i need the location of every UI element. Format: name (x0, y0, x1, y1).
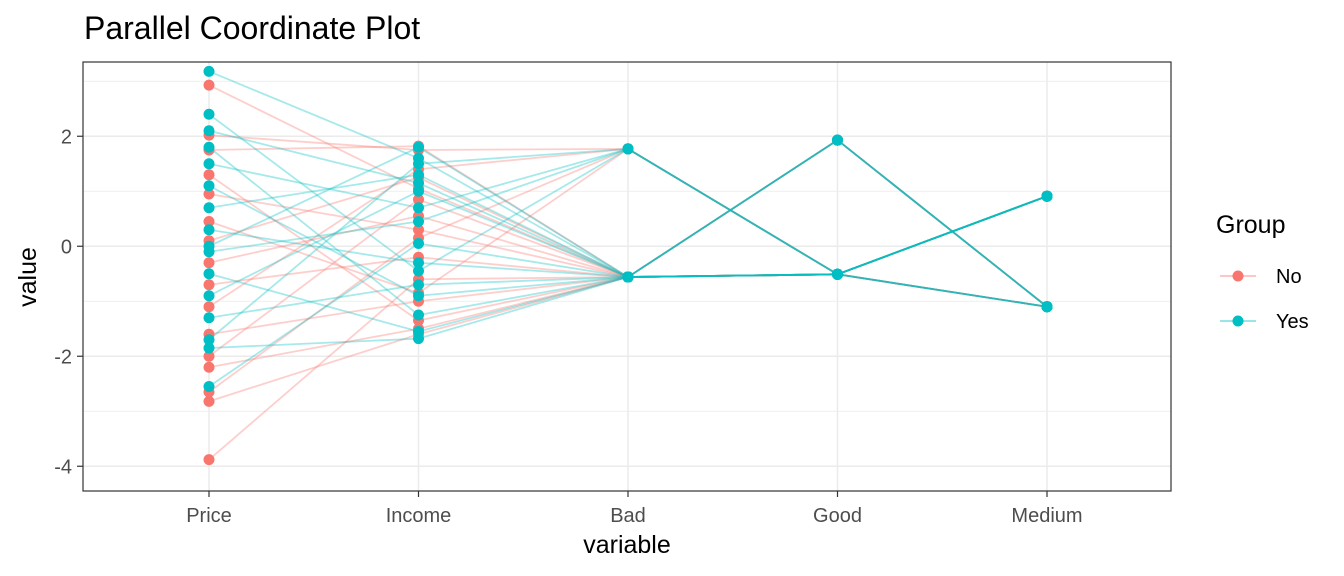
data-point-yes (203, 125, 215, 137)
data-point-yes (1041, 301, 1053, 313)
data-point-yes (413, 169, 424, 181)
data-point-yes (203, 268, 215, 280)
data-point-yes (413, 216, 424, 227)
panel-border (82, 61, 1172, 492)
y-tick-label: -4 (54, 456, 72, 478)
data-point-yes (203, 202, 215, 214)
plot-panel (82, 61, 1172, 492)
legend-key-point (1232, 270, 1244, 282)
data-point-yes (413, 202, 424, 214)
legend-key-point (1232, 315, 1244, 327)
data-point-yes (203, 290, 215, 302)
data-point-yes (413, 141, 424, 153)
data-point-yes (413, 333, 424, 345)
x-tick-label: Price (186, 505, 232, 527)
data-point-no (203, 454, 215, 466)
data-point-yes (203, 342, 215, 354)
x-tick-label: Good (813, 505, 862, 527)
data-point-yes (413, 238, 424, 249)
y-tick-label: -2 (54, 346, 72, 368)
legend: Group No Yes (1216, 211, 1309, 333)
data-point-yes (413, 265, 424, 277)
x-tick-label: Income (386, 505, 452, 527)
data-point-yes (413, 309, 424, 321)
data-point-no (203, 350, 215, 362)
data-point-yes (203, 334, 215, 346)
x-tick-label: Bad (610, 505, 646, 527)
data-point-yes (413, 290, 424, 302)
x-axis-title: variable (583, 531, 671, 559)
data-point-yes (203, 65, 215, 77)
data-point-yes (832, 268, 843, 280)
y-axis-title: value (14, 247, 42, 307)
chart-title: Parallel Coordinate Plot (84, 10, 420, 46)
data-point-yes (413, 158, 424, 170)
grid-minor (83, 80, 1171, 412)
data-point-no (203, 216, 215, 227)
data-point-no (203, 169, 215, 181)
data-point-yes (413, 185, 424, 197)
data-point-yes (622, 271, 634, 283)
data-point-yes (622, 143, 634, 155)
x-tick-label: Medium (1011, 505, 1082, 527)
y-axis: -4 -2 0 2 (54, 126, 83, 478)
data-point-yes (203, 312, 215, 324)
data-point-yes (413, 257, 424, 269)
data-point-no (413, 224, 424, 236)
data-point-yes (203, 180, 215, 192)
legend-item-yes: Yes (1220, 311, 1309, 333)
data-point-yes (203, 108, 215, 120)
data-point-no (203, 301, 215, 313)
data-point-yes (203, 158, 215, 170)
data-point-yes (203, 240, 215, 252)
data-point-no (203, 361, 215, 373)
legend-label: Yes (1276, 311, 1309, 333)
data-point-no (203, 279, 215, 291)
data-point-no (203, 395, 215, 407)
data-point-yes (203, 141, 215, 153)
data-point-no (413, 194, 424, 205)
data-point-yes (1041, 190, 1053, 202)
data-point-no (203, 257, 215, 269)
data-point-yes (413, 279, 424, 291)
x-axis: Price Income Bad Good Medium (186, 491, 1083, 527)
data-point-no (203, 188, 215, 200)
data-point-yes (203, 224, 215, 236)
data-point-no (203, 79, 215, 91)
series-points (203, 65, 1053, 466)
legend-items: No Yes (1220, 266, 1309, 333)
data-point-yes (203, 381, 215, 392)
y-tick-label: 2 (61, 126, 72, 148)
data-point-yes (413, 177, 424, 189)
legend-label: No (1276, 266, 1302, 288)
data-point-yes (832, 134, 843, 146)
legend-item-no: No (1220, 266, 1302, 288)
legend-title: Group (1216, 211, 1285, 239)
y-tick-label: 0 (61, 236, 72, 258)
